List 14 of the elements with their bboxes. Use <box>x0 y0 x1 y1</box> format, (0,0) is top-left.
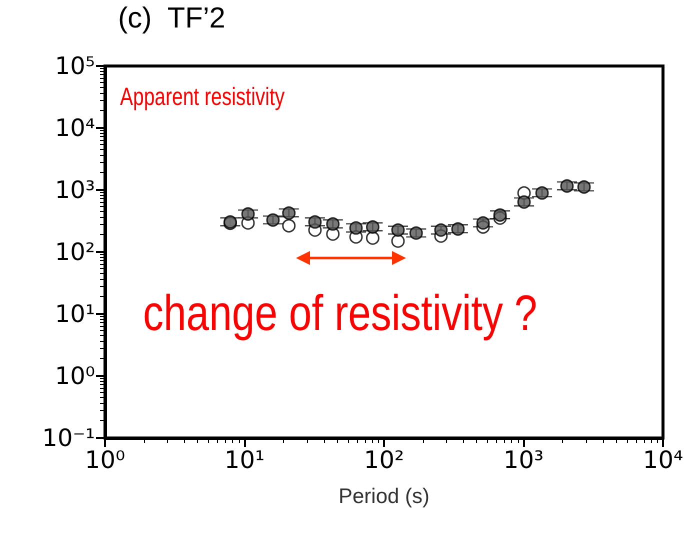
y-tick-label: 10² <box>54 238 95 266</box>
y-tick-label: 10¹ <box>54 300 95 328</box>
x-tick-label: 10³ <box>503 446 544 474</box>
x-tick-label: 10⁴ <box>642 446 684 474</box>
x-tick-label: 10¹ <box>224 446 265 474</box>
y-tick-label: 10⁰ <box>54 362 95 390</box>
y-tick-label: 10⁵ <box>54 52 95 80</box>
annotation: change of resistivity ? <box>143 285 538 341</box>
y-tick-label: 10⁴ <box>54 114 95 142</box>
annotation: Apparent resistivity <box>120 82 286 110</box>
x-tick-label: 10² <box>364 446 404 474</box>
y-tick-label: 10³ <box>54 176 95 204</box>
chart-title: (c) TF’2 <box>118 2 226 34</box>
x-axis-title: Period (s) <box>338 485 430 508</box>
